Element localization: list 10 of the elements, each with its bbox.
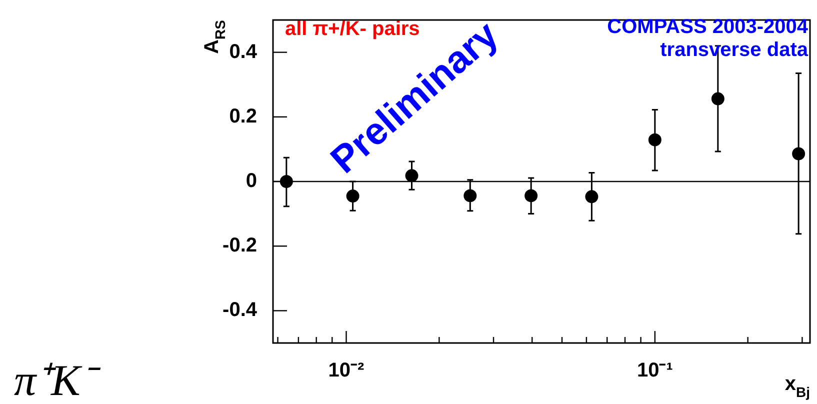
- y-axis-title: ARS: [201, 20, 228, 54]
- y-tick-label: 0: [246, 170, 257, 192]
- annotation: COMPASS 2003-2004: [607, 16, 809, 38]
- y-tick-label: 0.4: [229, 40, 258, 63]
- x-tick-label: 10⁻¹: [636, 360, 674, 382]
- text: π⁺K⁻: [14, 356, 102, 404]
- y-tick-label: -0.4: [222, 299, 258, 322]
- y-tick-label: -0.2: [222, 234, 257, 257]
- y-tick-label: 0.2: [229, 105, 257, 128]
- x-tick-label: 10⁻²: [328, 360, 365, 382]
